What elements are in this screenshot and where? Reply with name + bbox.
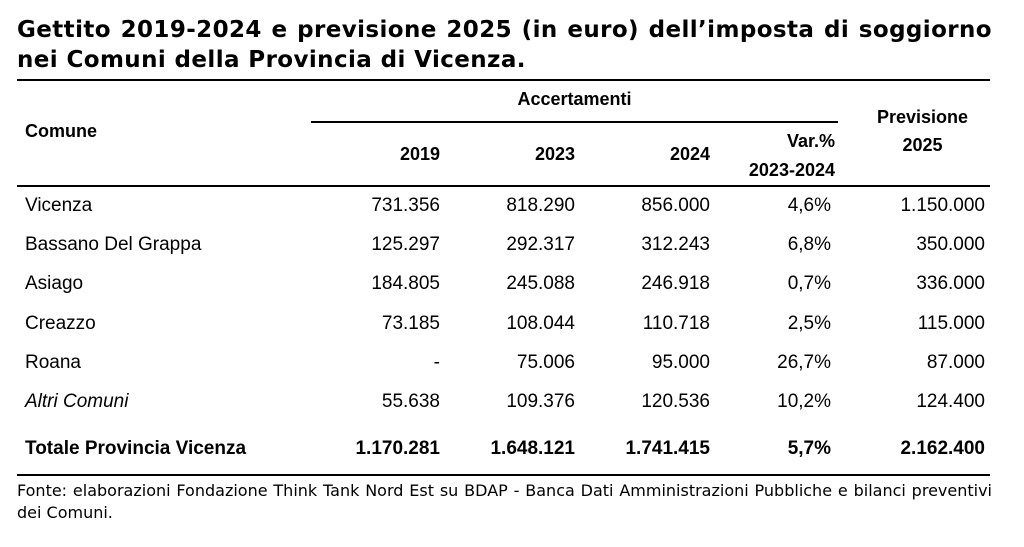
- header-rule: [17, 185, 990, 187]
- total-prev: 2.162.400: [900, 438, 985, 459]
- cell-prev: 124.400: [916, 391, 985, 412]
- header-prev-line1: Previsione: [876, 107, 969, 127]
- cell-comune: Bassano Del Grappa: [25, 234, 202, 255]
- cell-var: 0,7%: [787, 273, 831, 294]
- cell-2019: 55.638: [381, 391, 440, 412]
- cell-2023: 818.290: [506, 195, 575, 216]
- cell-prev: 87.000: [926, 352, 985, 373]
- cell-prev: 115.000: [917, 313, 985, 334]
- header-var-line1: Var.%: [786, 131, 835, 151]
- header-comune: Comune: [25, 121, 97, 141]
- cell-prev: 336.000: [916, 273, 985, 294]
- total-rule: [17, 474, 990, 476]
- cell-2023: 108.044: [506, 313, 575, 334]
- cell-2024: 95.000: [651, 352, 710, 373]
- cell-2019: 184.805: [371, 273, 440, 294]
- cell-comune: Roana: [25, 352, 81, 373]
- header-accertamenti: Accertamenti: [517, 89, 632, 109]
- total-2024: 1.741.415: [625, 438, 710, 459]
- cell-var: 10,2%: [777, 391, 831, 412]
- cell-2023: 75.006: [516, 352, 575, 373]
- cell-2019: 73.185: [381, 313, 440, 334]
- cell-comune: Creazzo: [25, 313, 96, 334]
- cell-var: 2,5%: [787, 313, 831, 334]
- table-title: Gettito 2019-2024 e previsione 2025 (in …: [17, 17, 992, 73]
- cell-var: 4,6%: [787, 195, 831, 216]
- cell-comune: Asiago: [25, 273, 84, 294]
- cell-2023: 109.376: [506, 391, 575, 412]
- cell-2019: -: [433, 352, 440, 373]
- source-note: Fonte: elaborazioni Fondazione Think Tan…: [17, 481, 992, 522]
- cell-comune: Altri Comuni: [25, 391, 129, 412]
- cell-2024: 856.000: [641, 195, 710, 216]
- cell-var: 6,8%: [787, 234, 831, 255]
- total-2019: 1.170.281: [355, 438, 440, 459]
- cell-2024: 312.243: [641, 234, 710, 255]
- cell-2023: 245.088: [506, 273, 575, 294]
- cell-2024: 110.718: [642, 313, 710, 334]
- cell-var: 26,7%: [777, 352, 831, 373]
- header-2019: 2019: [399, 144, 440, 164]
- cell-2024: 120.536: [641, 391, 710, 412]
- header-prev-line2: 2025: [902, 135, 943, 155]
- header-var-line2: 2023-2024: [748, 160, 835, 180]
- total-label: Totale Provincia Vicenza: [25, 438, 247, 459]
- cell-2024: 246.918: [641, 273, 710, 294]
- accertamenti-rule: [311, 121, 838, 123]
- cell-prev: 1.150.000: [900, 195, 985, 216]
- total-var: 5,7%: [787, 438, 831, 459]
- cell-2023: 292.317: [506, 234, 575, 255]
- cell-2019: 125.297: [371, 234, 440, 255]
- title-rule: [17, 79, 990, 81]
- header-2023: 2023: [534, 144, 575, 164]
- cell-prev: 350.000: [916, 234, 985, 255]
- total-2023: 1.648.121: [490, 438, 575, 459]
- cell-2019: 731.356: [371, 195, 440, 216]
- cell-comune: Vicenza: [25, 195, 93, 216]
- header-2024: 2024: [669, 144, 710, 164]
